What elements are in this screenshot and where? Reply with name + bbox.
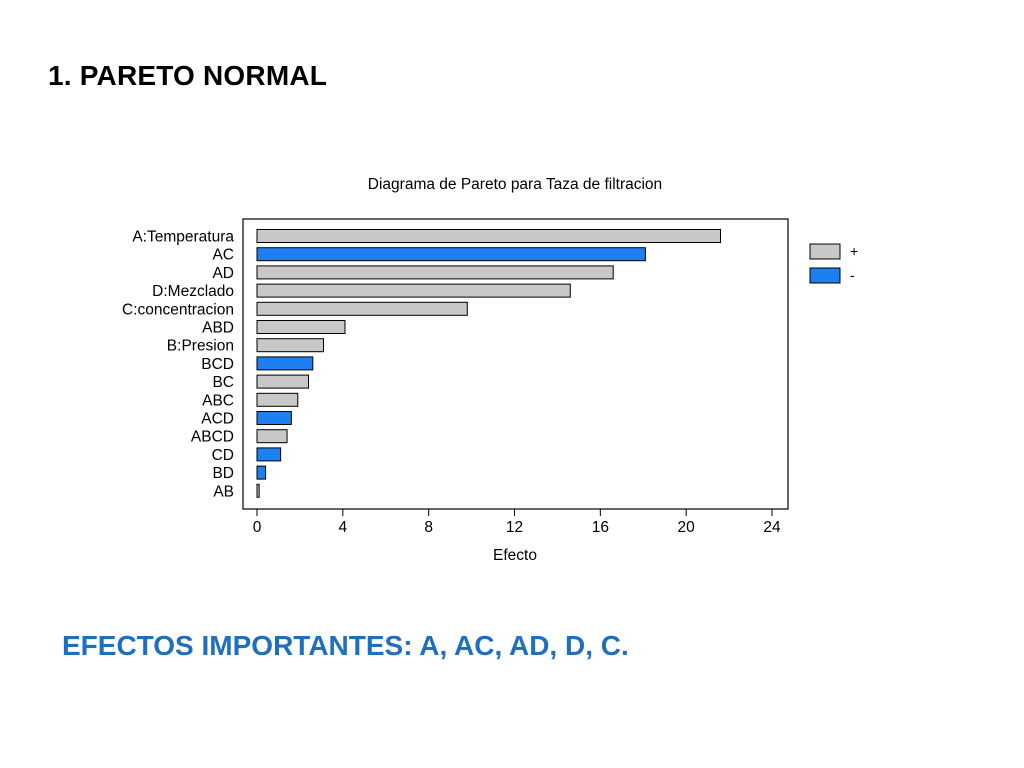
slide-title: 1. PARETO NORMAL [48,60,328,91]
legend-label: - [850,267,855,283]
bar-ad [256,265,614,280]
x-tick-label: 12 [506,519,523,536]
bar-cd [256,447,282,462]
x-tick-label: 8 [424,519,433,536]
x-ticks-group: 0 4 8 12 16 20 24 [253,509,781,536]
bar-a-temperatura [256,229,721,243]
chart-title: Diagrama de Pareto para Taza de filtraci… [368,176,662,193]
bar-ac [256,247,646,262]
plot-frame [242,218,789,510]
legend: +- [809,243,858,284]
bar-acd [256,411,292,425]
category-label: AD [212,265,234,282]
bar-d-mezclado [256,283,571,298]
legend-label: + [850,243,858,259]
category-label: CD [212,447,234,464]
category-label: B:Presion [167,338,234,355]
category-label: AC [212,247,234,264]
bar-c-concentracion [256,301,468,316]
bar-bcd [256,356,314,371]
category-label: ABC [202,392,234,409]
x-axis-label: Efecto [493,547,537,564]
category-label: ACD [201,411,234,428]
bar-bc [256,374,309,389]
x-tick-label: 4 [339,519,348,536]
x-tick-label: 16 [592,519,609,536]
x-tick-label: 24 [763,519,781,536]
bar-ab [256,483,260,498]
category-label: ABD [202,320,234,337]
bar-abcd [256,429,288,444]
category-label: BCD [201,356,234,373]
legend-swatch-positive [809,243,841,260]
bar-abc [256,392,299,407]
category-label: ABCD [191,429,234,446]
bar-abd [256,320,346,334]
x-tick-label: 20 [678,519,696,536]
legend-swatch-negative [809,267,841,284]
category-label: BD [212,465,234,482]
category-label: C:concentracion [122,301,234,318]
category-labels-group: A:TemperaturaACADD:MezcladoC:concentraci… [122,229,234,501]
category-label: A:Temperatura [132,229,234,246]
category-label: AB [213,483,234,500]
bar-b-presion [256,338,325,353]
conclusion-text: EFECTOS IMPORTANTES: A, AC, AD, D, C. [62,630,629,661]
bar-bd [256,465,267,480]
x-tick-label: 0 [253,519,262,536]
category-label: BC [212,374,234,391]
bars-group [256,229,721,498]
category-label: D:Mezclado [152,283,234,300]
